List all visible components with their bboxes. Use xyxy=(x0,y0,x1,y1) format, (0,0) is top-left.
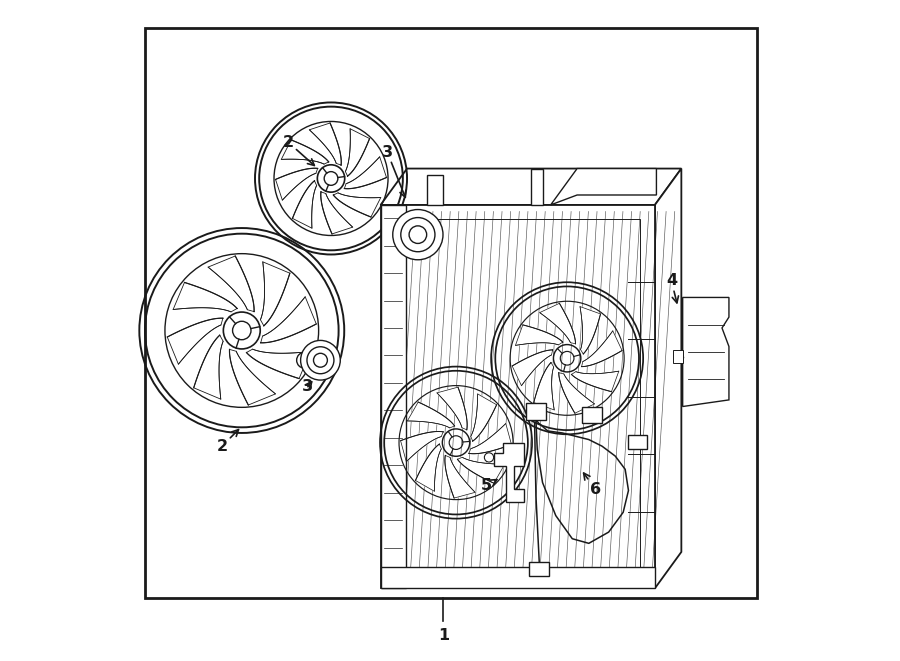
Polygon shape xyxy=(282,140,328,164)
Polygon shape xyxy=(683,297,729,407)
Polygon shape xyxy=(416,444,441,491)
Polygon shape xyxy=(551,169,656,205)
Bar xyxy=(381,205,406,588)
Bar xyxy=(145,28,758,598)
Polygon shape xyxy=(292,181,317,228)
Polygon shape xyxy=(408,402,454,428)
Polygon shape xyxy=(580,307,600,354)
Ellipse shape xyxy=(388,225,408,245)
Text: 2: 2 xyxy=(216,430,239,453)
Polygon shape xyxy=(260,262,290,326)
Bar xyxy=(526,403,545,420)
Bar xyxy=(381,567,655,588)
Text: 4: 4 xyxy=(666,274,679,303)
Polygon shape xyxy=(540,303,575,344)
Bar xyxy=(395,219,641,574)
Polygon shape xyxy=(381,205,655,588)
Bar xyxy=(427,175,444,205)
Bar xyxy=(529,562,549,576)
Polygon shape xyxy=(436,387,467,430)
Text: 2: 2 xyxy=(283,135,314,165)
Circle shape xyxy=(301,340,340,380)
Polygon shape xyxy=(471,394,497,441)
Polygon shape xyxy=(173,282,237,312)
Polygon shape xyxy=(655,169,681,588)
Polygon shape xyxy=(310,123,341,165)
Polygon shape xyxy=(469,424,511,453)
Polygon shape xyxy=(208,256,254,311)
Polygon shape xyxy=(512,350,553,386)
Circle shape xyxy=(307,347,334,373)
Polygon shape xyxy=(247,349,310,379)
Circle shape xyxy=(392,210,443,260)
Polygon shape xyxy=(346,129,370,176)
Polygon shape xyxy=(194,335,223,399)
Circle shape xyxy=(313,353,328,368)
Circle shape xyxy=(484,453,493,462)
Bar xyxy=(628,435,647,449)
Polygon shape xyxy=(516,325,562,346)
Circle shape xyxy=(410,226,427,243)
Polygon shape xyxy=(572,371,619,392)
Polygon shape xyxy=(457,457,505,483)
Polygon shape xyxy=(534,363,554,410)
Polygon shape xyxy=(230,350,275,405)
Polygon shape xyxy=(494,443,524,502)
Text: 6: 6 xyxy=(583,473,601,496)
Bar xyxy=(582,407,602,423)
Text: 5: 5 xyxy=(481,479,497,493)
Bar xyxy=(673,350,683,363)
Circle shape xyxy=(400,217,435,252)
Text: 3: 3 xyxy=(302,379,313,394)
Polygon shape xyxy=(559,373,595,413)
Polygon shape xyxy=(167,318,223,364)
Polygon shape xyxy=(320,192,353,234)
Polygon shape xyxy=(345,157,386,188)
Polygon shape xyxy=(581,330,622,367)
Polygon shape xyxy=(333,193,381,217)
Polygon shape xyxy=(261,297,316,343)
Text: 3: 3 xyxy=(382,145,406,197)
Polygon shape xyxy=(400,432,443,461)
Polygon shape xyxy=(445,455,475,498)
Polygon shape xyxy=(275,169,318,200)
Text: 1: 1 xyxy=(437,629,449,643)
Ellipse shape xyxy=(297,352,312,368)
Polygon shape xyxy=(381,169,681,205)
Bar xyxy=(532,169,544,205)
